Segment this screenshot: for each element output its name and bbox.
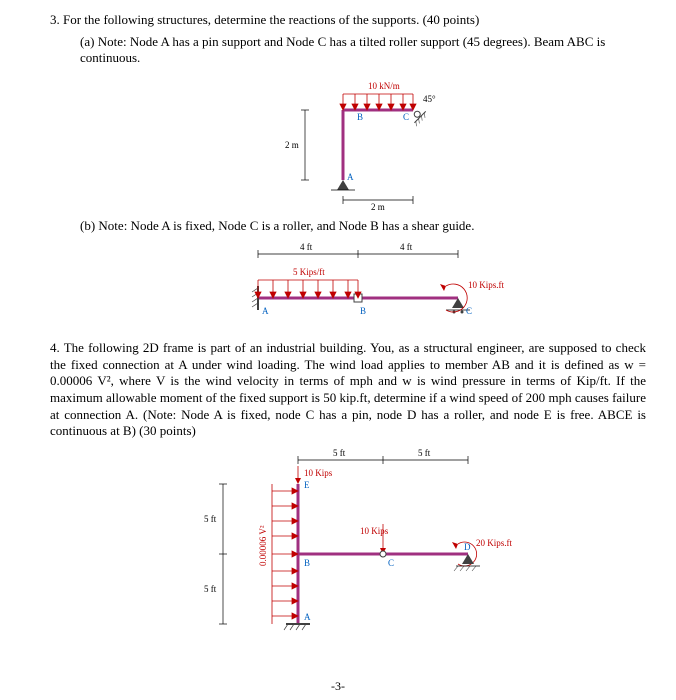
figc-pE: 10 Kips xyxy=(304,468,333,478)
figc-pC: 10 Kips xyxy=(360,526,389,536)
figc-A: A xyxy=(304,612,311,622)
figc-dim-tr: 5 ft xyxy=(418,448,431,458)
q3b-label: (b) xyxy=(80,218,95,233)
figb-A: A xyxy=(262,306,269,316)
figc-B: B xyxy=(304,558,310,568)
figc-wind-label: 0.00006 V² xyxy=(258,525,268,566)
page-footer: -3- xyxy=(0,679,676,694)
figure-3a: 10 kN/m B A C 45° 2 m 2 m xyxy=(50,72,646,212)
figb-dim-r: 4 ft xyxy=(400,242,413,252)
q3-number: 3. xyxy=(50,12,60,27)
q4-text-1: The following 2D frame is part of an ind… xyxy=(50,340,646,372)
figc-dim-vt: 5 ft xyxy=(204,514,217,524)
q3a-label: (a) xyxy=(80,34,94,49)
figa-B: B xyxy=(357,112,363,122)
figc-D: D xyxy=(464,542,471,552)
figa-dim-h: 2 m xyxy=(371,202,385,212)
figa-load-label: 10 kN/m xyxy=(368,81,400,91)
q4-number: 4. xyxy=(50,340,60,355)
figa-angle: 45° xyxy=(423,94,436,104)
figb-moment-label: 10 Kips.ft xyxy=(468,280,504,290)
q3: 3. For the following structures, determi… xyxy=(50,12,646,66)
q4: 4. The following 2D frame is part of an … xyxy=(50,340,646,440)
figb-B: B xyxy=(360,306,366,316)
figa-dim-v: 2 m xyxy=(285,140,299,150)
q3a-text: Note: Node A has a pin support and Node … xyxy=(80,34,605,65)
figa-A: A xyxy=(347,172,354,182)
q3-text: For the following structures, determine … xyxy=(63,12,479,27)
figc-dim-tl: 5 ft xyxy=(333,448,346,458)
q3a: (a) Note: Node A has a pin support and N… xyxy=(50,34,646,66)
figa-C: C xyxy=(403,112,409,122)
figure-4: 5 ft 5 ft 5 ft 5 ft 0.00006 V² 10 Kips 1… xyxy=(50,446,646,636)
figc-C: C xyxy=(388,558,394,568)
figb-C: C xyxy=(466,306,472,316)
figb-dim-l: 4 ft xyxy=(300,242,313,252)
figc-mD: 20 Kips.ft xyxy=(476,538,512,548)
q3b: (b) Note: Node A is fixed, Node C is a r… xyxy=(50,218,646,234)
figc-E: E xyxy=(304,480,310,490)
figure-3b: 4 ft 4 ft 5 Kips/ft 10 Kips.ft A B C xyxy=(50,240,646,330)
q3b-text: Note: Node A is fixed, Node C is a rolle… xyxy=(98,218,474,233)
figb-dist-label: 5 Kips/ft xyxy=(293,267,325,277)
figc-dim-vb: 5 ft xyxy=(204,584,217,594)
q4-text-2: , where V is the wind velocity in terms … xyxy=(50,373,646,438)
